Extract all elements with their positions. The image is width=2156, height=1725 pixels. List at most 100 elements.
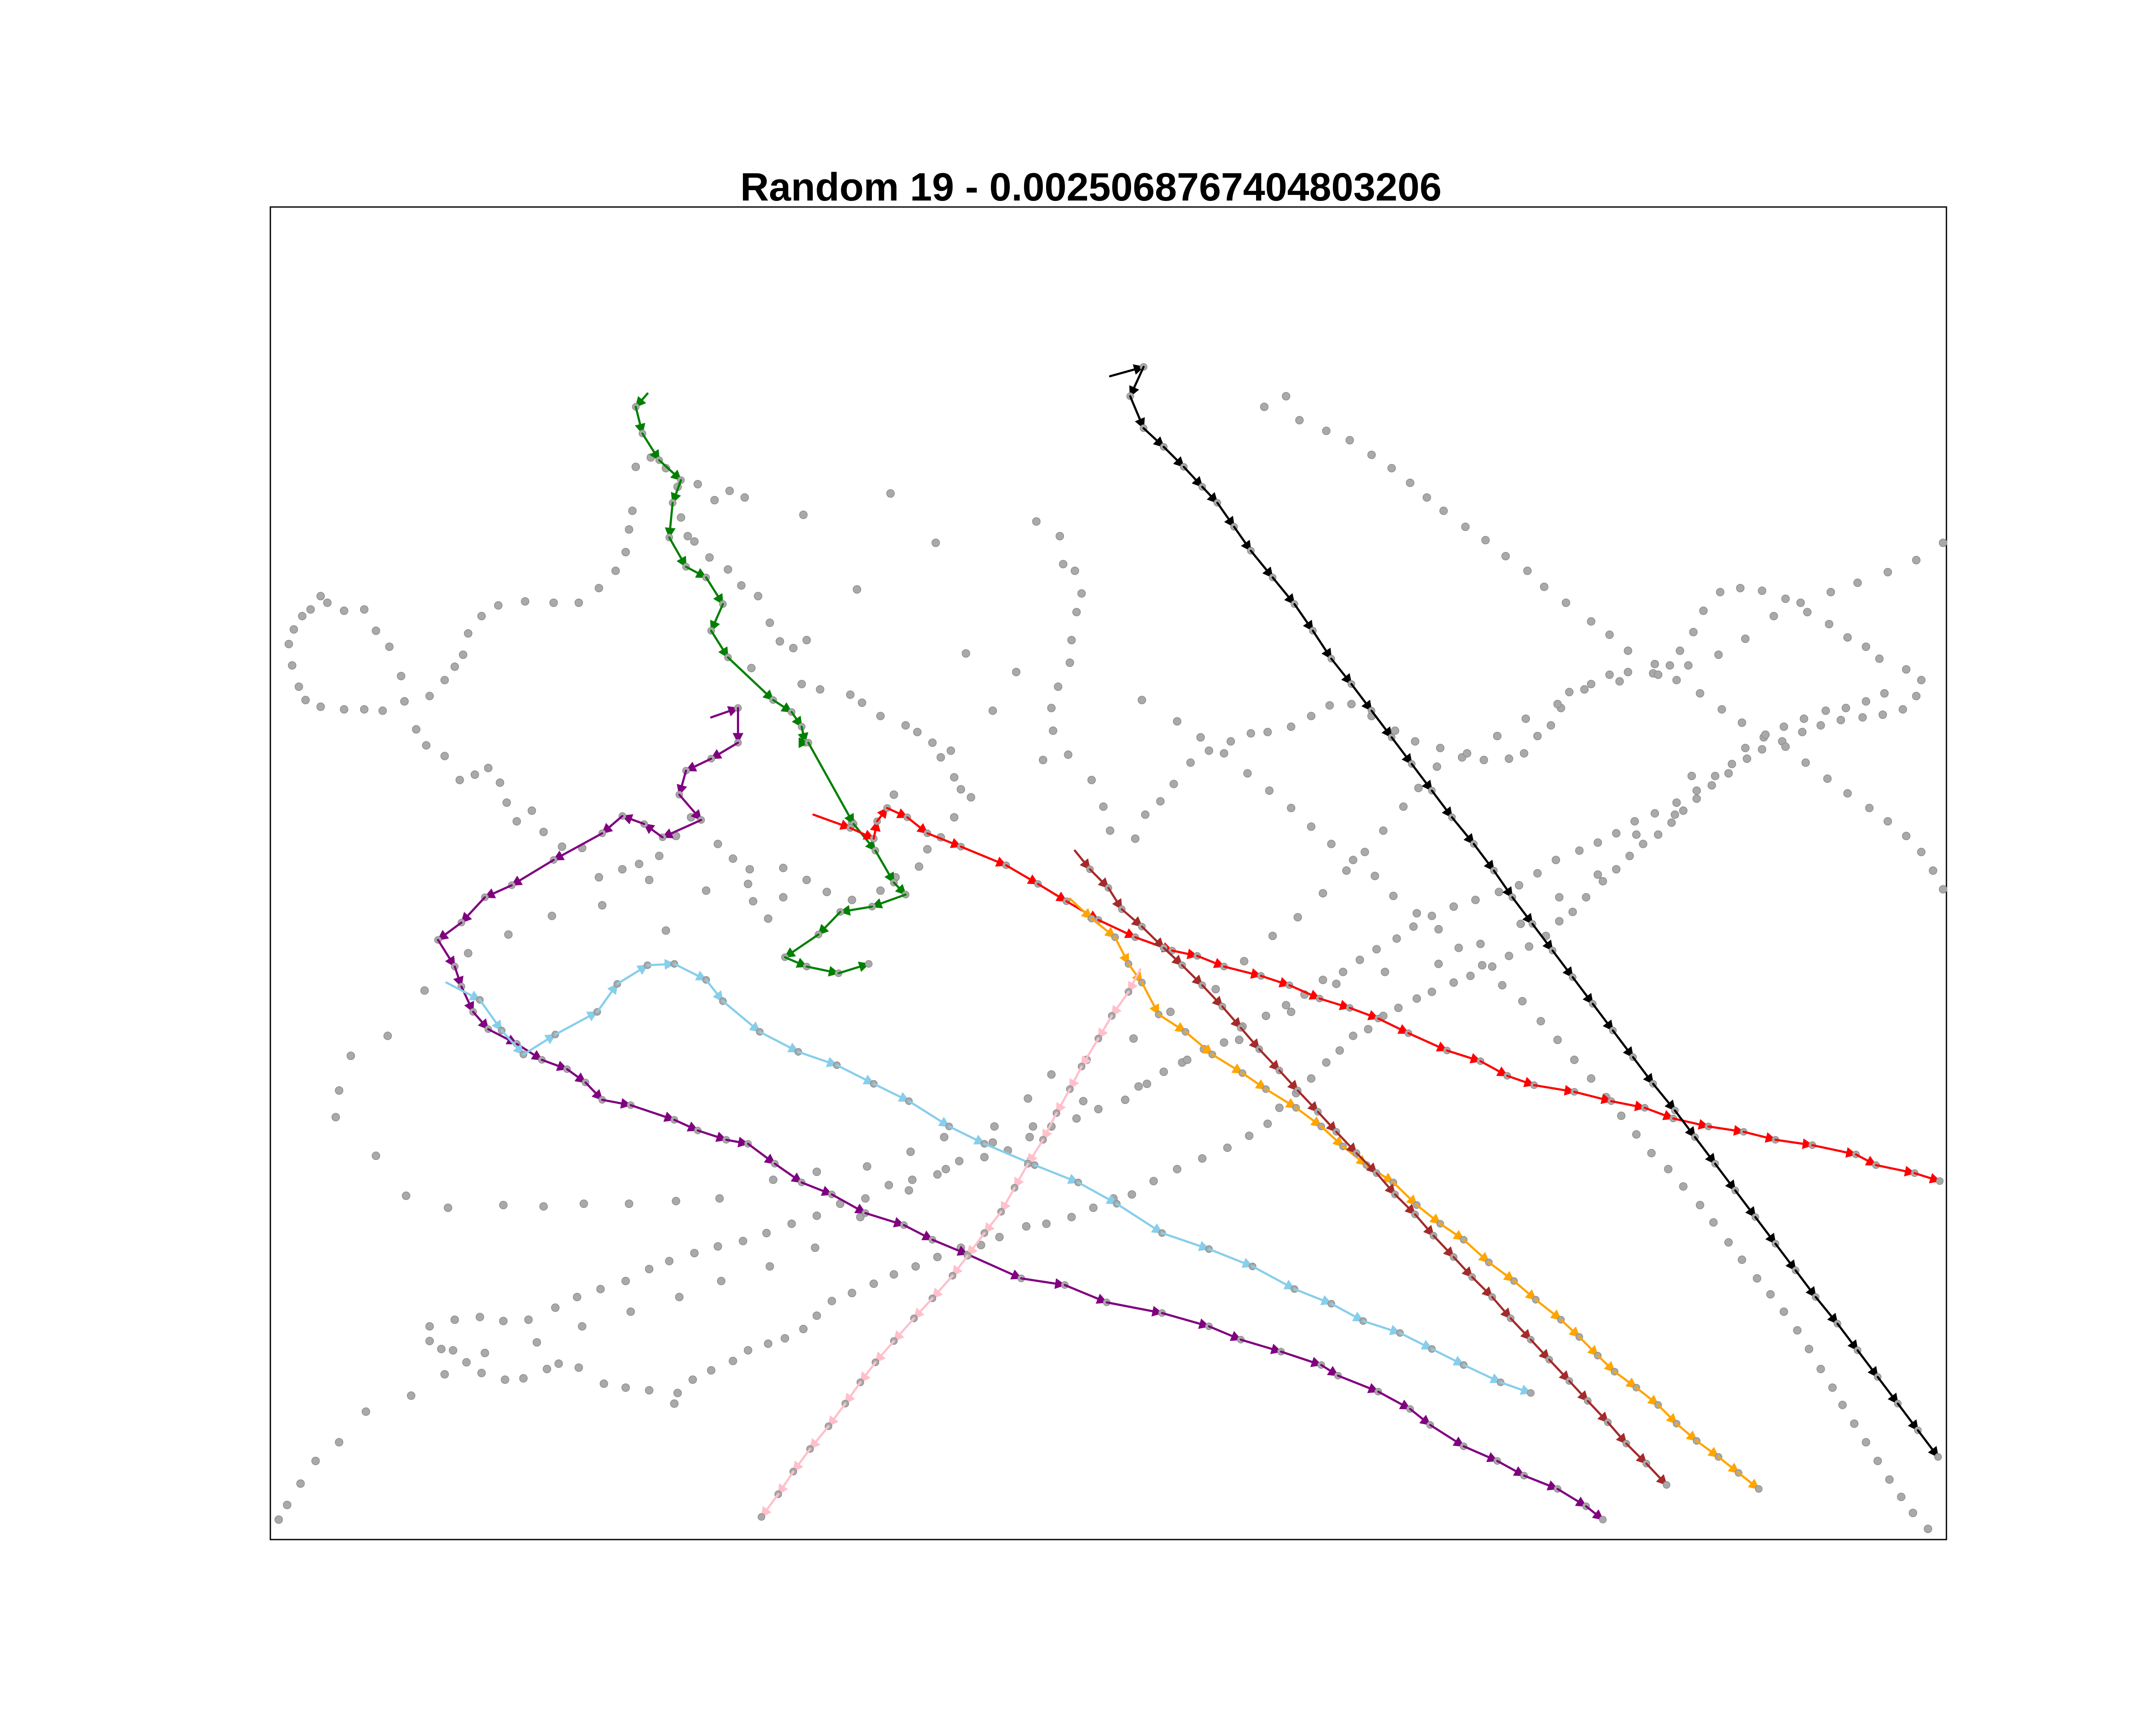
node-point: [301, 696, 310, 705]
node-point: [1141, 810, 1150, 819]
path-arrow: [1635, 1386, 1659, 1406]
node-point: [1724, 769, 1733, 778]
path-arrow: [664, 502, 676, 539]
node-point: [596, 1285, 605, 1293]
path-arrow: [1208, 1248, 1254, 1268]
path-node: [1755, 1485, 1763, 1493]
node-point: [1219, 749, 1228, 758]
node-point: [1695, 689, 1705, 698]
node-point: [1049, 726, 1057, 735]
path-arrow: [554, 1010, 599, 1036]
path-arrow: [445, 981, 481, 1001]
path-arrow: [1318, 997, 1351, 1010]
node-point: [762, 1229, 771, 1238]
path-arrow: [1399, 1332, 1433, 1350]
path-arrow: [479, 999, 503, 1032]
path-arrow: [1271, 576, 1296, 605]
node-point: [1684, 661, 1693, 670]
path-arrow: [1675, 1422, 1698, 1442]
plot-area: [270, 206, 1947, 1540]
node-point: [1247, 729, 1255, 738]
node-point: [1131, 834, 1140, 843]
node-point: [621, 548, 630, 557]
chart-title: Random 19 - 0.0025068767404803206: [740, 165, 1442, 209]
node-point: [1379, 826, 1388, 835]
node-point: [1533, 869, 1542, 878]
path-arrow: [1114, 936, 1130, 965]
node-point: [484, 764, 493, 772]
path-arrow: [1714, 1163, 1736, 1192]
path-arrow: [859, 1361, 877, 1383]
node-point: [495, 778, 505, 787]
node-point: [306, 605, 315, 614]
node-point: [1664, 1165, 1673, 1173]
path-arrow: [1511, 896, 1534, 925]
node-point: [1880, 689, 1889, 698]
path-arrow: [805, 965, 840, 977]
path-arrow: [1077, 1181, 1118, 1205]
node-point: [1553, 699, 1562, 709]
path-arrow: [817, 911, 842, 936]
path-arrow: [800, 1181, 833, 1196]
node-point: [1781, 594, 1790, 603]
node-point: [1758, 586, 1767, 595]
node-point: [425, 1322, 434, 1331]
node-point: [911, 1262, 920, 1271]
path-arrow: [966, 1232, 986, 1257]
node-point: [915, 862, 924, 871]
path-arrow: [658, 459, 682, 481]
path-arrow: [1491, 1296, 1512, 1320]
node-point: [941, 1165, 950, 1173]
path-arrow: [1737, 1472, 1760, 1490]
node-point: [618, 865, 627, 874]
node-point: [462, 1358, 471, 1367]
node-point: [745, 865, 754, 874]
series-path: [445, 959, 1535, 1397]
node-point: [1912, 556, 1921, 565]
path-arrow: [484, 884, 513, 899]
path-arrow: [1875, 1164, 1916, 1176]
node-point: [1632, 1130, 1641, 1139]
node-point: [740, 493, 749, 502]
node-point: [360, 605, 369, 614]
path-arrow: [1560, 1318, 1581, 1338]
path-arrow: [774, 1163, 803, 1184]
path-arrow: [678, 794, 702, 821]
node-point: [931, 538, 940, 547]
path-arrow: [566, 1068, 587, 1084]
node-point: [1449, 978, 1458, 987]
node-point: [1929, 866, 1937, 875]
path-arrow: [1251, 1265, 1296, 1290]
node-point: [477, 612, 486, 621]
path-arrow: [1407, 1032, 1448, 1052]
node-point: [1917, 847, 1926, 856]
node-point: [1364, 1025, 1373, 1034]
path-arrow: [872, 1082, 910, 1102]
path-arrow: [903, 1224, 934, 1241]
node-point: [1325, 701, 1334, 710]
node-point: [1766, 1290, 1775, 1299]
path-arrow: [1625, 1443, 1648, 1465]
node-point: [1129, 1034, 1138, 1043]
path-arrow: [1355, 1152, 1378, 1174]
node-point: [890, 1270, 898, 1279]
node-point: [625, 525, 633, 534]
path-arrow: [1241, 1072, 1267, 1091]
path-arrow: [1091, 917, 1116, 938]
path-arrow: [1488, 1261, 1515, 1282]
path-arrow: [710, 603, 724, 632]
node-point: [1183, 1055, 1191, 1064]
node-point: [1632, 830, 1641, 839]
path-arrow: [1794, 1269, 1817, 1298]
node-point: [459, 650, 467, 659]
node-point: [1593, 870, 1602, 879]
node-point: [631, 462, 640, 471]
path-arrow: [1295, 1107, 1322, 1128]
node-point: [884, 1181, 893, 1189]
path-arrow: [1392, 1181, 1418, 1206]
node-point: [861, 1194, 870, 1203]
node-point: [1798, 728, 1807, 737]
node-point: [1047, 704, 1056, 712]
node-point: [1282, 1001, 1291, 1010]
node-point: [1753, 1274, 1761, 1283]
